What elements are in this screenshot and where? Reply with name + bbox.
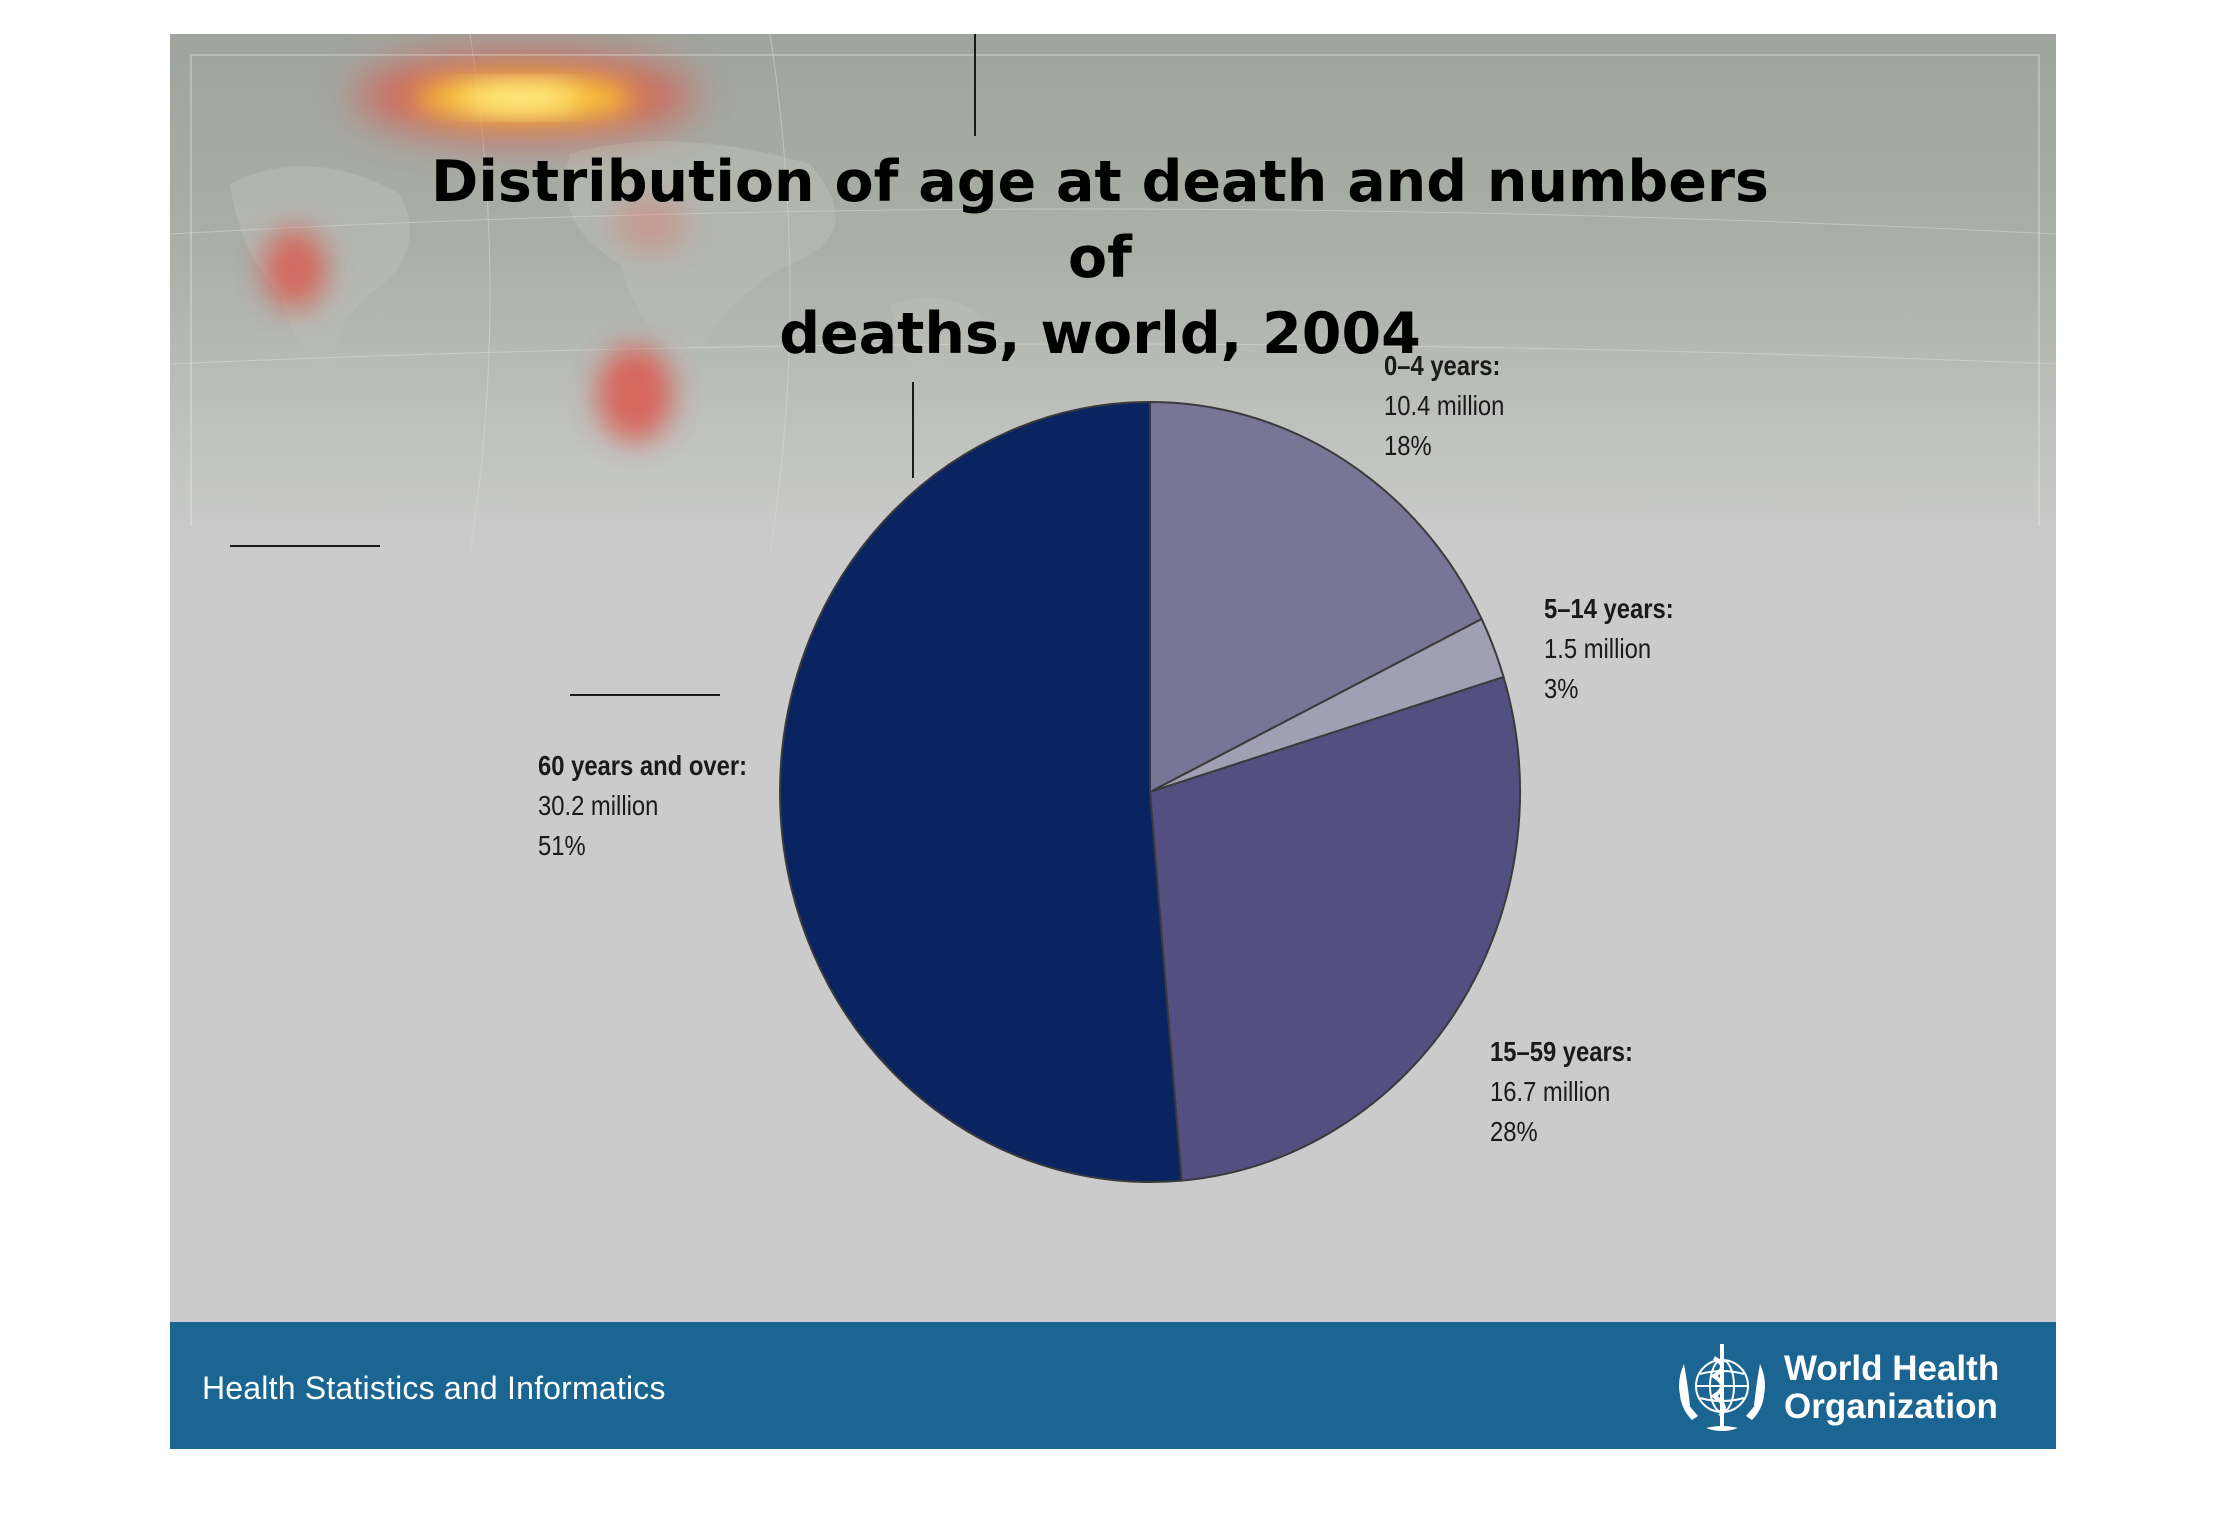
slice-label-name: 5–14 years: xyxy=(1544,593,1674,624)
divider-line xyxy=(570,694,720,696)
who-emblem-icon xyxy=(1679,1344,1765,1431)
slice-label-value: 10.4 million xyxy=(1384,390,1505,421)
chart-title: Distribution of age at death and numbers… xyxy=(390,144,1810,372)
pie-chart xyxy=(779,400,1521,1183)
slice-label-percent: 51% xyxy=(538,830,586,861)
slice-label-percent: 18% xyxy=(1384,430,1432,461)
title-line-1: Distribution of age at death and numbers… xyxy=(431,149,1769,291)
pie-slice-0-4 xyxy=(1149,400,1483,794)
pie-slice-60-plus xyxy=(779,400,1183,1183)
divider-line xyxy=(230,545,380,547)
slice-label-percent: 3% xyxy=(1544,673,1579,704)
slice-label-value: 16.7 million xyxy=(1490,1076,1611,1107)
divider-line xyxy=(974,34,976,136)
slice-label-percent: 28% xyxy=(1490,1116,1538,1147)
who-name-line-2: Organization xyxy=(1784,1387,1998,1426)
footer-title: Health Statistics and Informatics xyxy=(202,1370,666,1406)
slice-label-0-4: 0–4 years: 10.4 million 18% xyxy=(1384,346,1504,466)
slice-label-value: 1.5 million xyxy=(1544,633,1652,664)
slice-label-60-plus: 60 years and over: 30.2 million 51% xyxy=(538,746,747,866)
who-logo: World Health Organization xyxy=(1670,1336,2050,1436)
slice-label-name: 15–59 years: xyxy=(1490,1036,1633,1067)
slice-label-name: 0–4 years: xyxy=(1384,350,1501,381)
divider-line xyxy=(912,382,914,478)
slide: Distribution of age at death and numbers… xyxy=(170,34,2056,1449)
title-line-2: deaths, world, 2004 xyxy=(779,301,1421,367)
slice-label-15-59: 15–59 years: 16.7 million 28% xyxy=(1490,1032,1633,1152)
pie-slice-15-59 xyxy=(1148,675,1521,1182)
slice-label-5-14: 5–14 years: 1.5 million 3% xyxy=(1544,589,1674,709)
who-name: World Health Organization xyxy=(1784,1350,1999,1426)
who-name-line-1: World Health xyxy=(1784,1349,2000,1388)
slice-label-name: 60 years and over: xyxy=(538,750,748,781)
header-frame xyxy=(190,54,2040,526)
slice-label-value: 30.2 million xyxy=(538,790,659,821)
footer-bar: Health Statistics and Informatics xyxy=(170,1322,2056,1449)
